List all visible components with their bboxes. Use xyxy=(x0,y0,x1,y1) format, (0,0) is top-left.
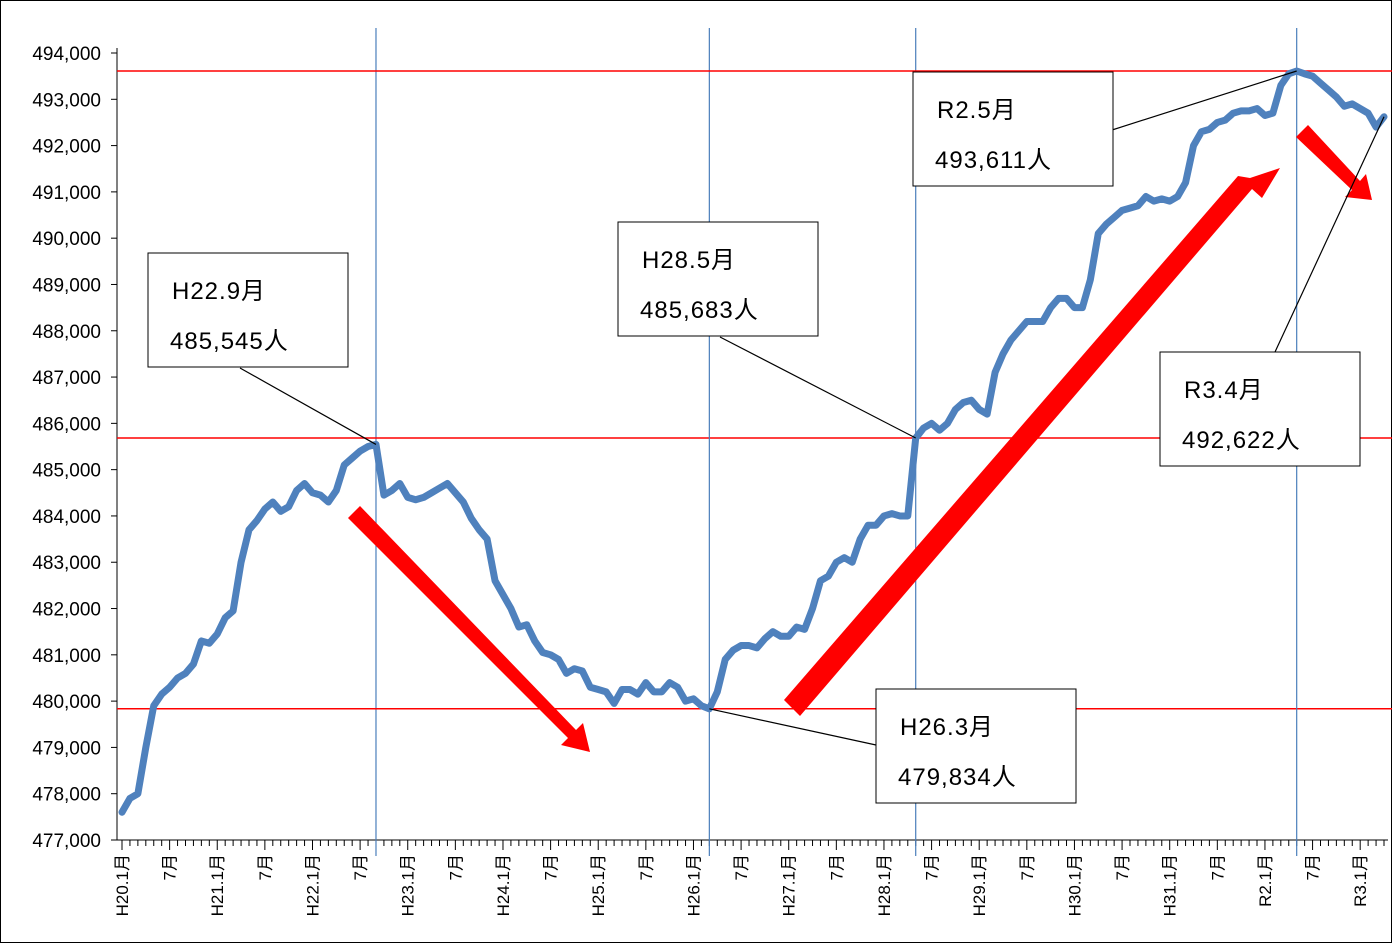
arrow-up xyxy=(784,168,1280,716)
x-tick-label: H26.1月 xyxy=(684,854,703,916)
x-tick-label: 7月 xyxy=(732,854,751,880)
leader-line xyxy=(719,336,916,439)
x-tick-label: R2.1月 xyxy=(1256,854,1275,907)
annotation-label: R2.5月 xyxy=(937,97,1017,124)
x-tick-label: H31.1月 xyxy=(1161,854,1180,916)
leader-line xyxy=(709,708,877,746)
annotation-value: 493,611人 xyxy=(935,147,1052,174)
x-tick-label: 7月 xyxy=(1208,854,1227,880)
x-tick-label: 7月 xyxy=(256,854,275,880)
annotation-value: 492,622人 xyxy=(1182,427,1301,454)
annotation-label: H28.5月 xyxy=(642,247,736,274)
annotation-box xyxy=(912,71,1114,187)
annotation-label: H22.9月 xyxy=(172,278,266,305)
y-tick-label: 492,000 xyxy=(32,137,101,158)
trend-arrows xyxy=(348,125,1372,752)
y-tick-label: 485,000 xyxy=(32,461,101,482)
annotation-box xyxy=(147,252,349,368)
x-tick-label: H21.1月 xyxy=(208,854,227,916)
x-tick-label: 7月 xyxy=(1018,854,1037,880)
y-tick-label: 493,000 xyxy=(32,90,101,111)
annotation-box xyxy=(617,221,819,337)
x-tick-label: R3.1月 xyxy=(1351,854,1370,907)
y-tick-label: 479,000 xyxy=(32,738,101,759)
y-tick-label: 483,000 xyxy=(32,553,101,574)
y-tick-label: 491,000 xyxy=(32,183,101,204)
x-tick-label: H22.1月 xyxy=(303,854,322,916)
leader-line xyxy=(1111,70,1297,131)
x-tick-label: H27.1月 xyxy=(780,854,799,916)
y-tick-label: 484,000 xyxy=(32,507,101,528)
x-tick-label: 7月 xyxy=(161,854,180,880)
annotation-box xyxy=(875,688,1077,804)
y-tick-label: 477,000 xyxy=(32,831,101,852)
leader-line xyxy=(1274,116,1385,353)
leader-line xyxy=(239,367,377,445)
x-tick-label: 7月 xyxy=(351,854,370,880)
x-tick-label: 7月 xyxy=(827,854,846,880)
x-tick-label: H25.1月 xyxy=(589,854,608,916)
y-tick-label: 489,000 xyxy=(32,275,101,296)
annotation-label: R3.4月 xyxy=(1184,377,1264,404)
x-tick-label: H29.1月 xyxy=(970,854,989,916)
y-tick-label: 490,000 xyxy=(32,229,101,250)
annotation-value: 485,683人 xyxy=(640,297,759,324)
annotation-label: H26.3月 xyxy=(900,714,994,741)
x-tick-label: 7月 xyxy=(542,854,561,880)
x-tick-label: H30.1月 xyxy=(1065,854,1084,916)
data-line xyxy=(118,67,1388,816)
y-tick-label: 480,000 xyxy=(32,692,101,713)
annotation-value: 479,834人 xyxy=(898,764,1017,791)
y-tick-label: 482,000 xyxy=(32,600,101,621)
y-tick-label: 494,000 xyxy=(32,44,101,65)
x-tick-label: 7月 xyxy=(637,854,656,880)
x-tick-label: 7月 xyxy=(1113,854,1132,880)
arrow-down-2 xyxy=(1296,125,1372,200)
x-tick-label: H28.1月 xyxy=(875,854,894,916)
y-tick-label: 488,000 xyxy=(32,322,101,343)
y-tick-label: 478,000 xyxy=(32,785,101,806)
x-tick-label: H23.1月 xyxy=(399,854,418,916)
x-tick-label: H24.1月 xyxy=(494,854,513,916)
y-tick-label: 487,000 xyxy=(32,368,101,389)
y-tick-label: 486,000 xyxy=(32,414,101,435)
x-tick-label: H20.1月 xyxy=(113,854,132,916)
y-tick-label: 481,000 xyxy=(32,646,101,667)
annotation-value: 485,545人 xyxy=(170,328,289,355)
annotation-box xyxy=(1159,351,1361,467)
x-tick-label: 7月 xyxy=(446,854,465,880)
x-tick-label: 7月 xyxy=(1304,854,1323,880)
arrow-down xyxy=(348,506,590,752)
x-tick-label: 7月 xyxy=(923,854,942,880)
